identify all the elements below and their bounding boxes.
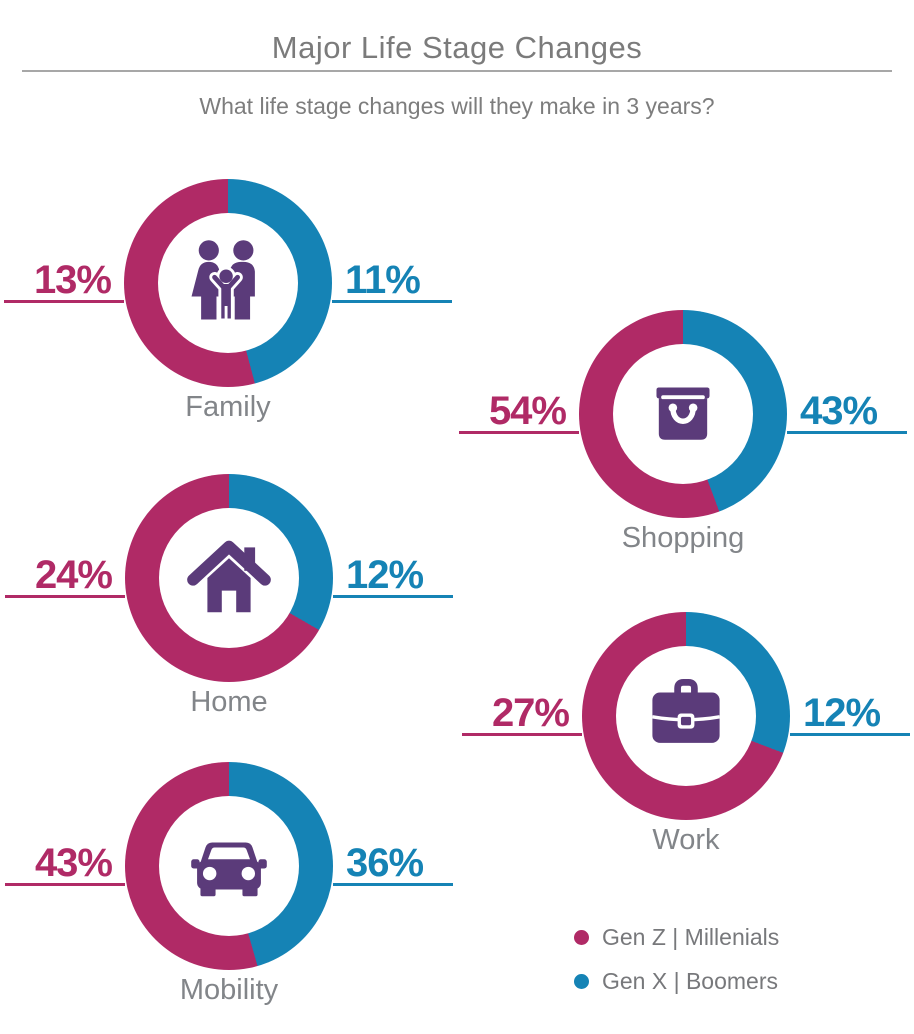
car-icon — [191, 842, 267, 897]
donut-chart-shopping — [579, 310, 787, 518]
category-label: Family — [185, 391, 271, 423]
donut-hole — [613, 344, 753, 484]
legend: Gen Z | Millenials Gen X | Boomers — [574, 924, 779, 1012]
legend-label: Gen Z | Millenials — [602, 924, 780, 950]
family-icon — [191, 240, 255, 322]
donut-group-mobility: 43% 36% Mobility — [5, 762, 453, 1014]
legend-item-gen-x: Gen X | Boomers — [574, 968, 779, 995]
title-divider — [22, 70, 892, 72]
genz-percent-label: 43% — [5, 840, 125, 886]
donut-hole — [159, 508, 299, 648]
genz-percent-label: 24% — [5, 552, 125, 598]
donut-group-home: 24% 12% Home — [5, 474, 453, 726]
genz-percent-label: 13% — [4, 257, 124, 303]
donut-chart-home — [125, 474, 333, 682]
gen-z-dot-icon — [574, 930, 589, 945]
page-subtitle: What life stage changes will they make i… — [199, 93, 715, 119]
donut-group-shopping: 54% 43% Shopping — [459, 310, 907, 562]
category-label: Shopping — [621, 522, 745, 554]
shopping-bag-icon — [656, 387, 710, 440]
genz-percent-label: 54% — [459, 388, 579, 434]
donut-hole — [616, 646, 756, 786]
house-icon — [187, 540, 271, 613]
donut-group-work: 27% 12% Work — [462, 612, 910, 864]
donut-chart-mobility — [125, 762, 333, 970]
genx-percent-label: 43% — [787, 388, 907, 434]
genz-percent-label: 27% — [462, 690, 582, 736]
donut-hole — [159, 796, 299, 936]
category-label: Mobility — [179, 974, 279, 1006]
gen-x-dot-icon — [574, 974, 589, 989]
briefcase-icon — [652, 679, 720, 743]
page-title: Major Life Stage Changes — [271, 30, 643, 65]
legend-item-gen-z: Gen Z | Millenials — [574, 924, 779, 951]
donut-group-family: 13% — [4, 179, 452, 431]
genx-percent-label: 12% — [790, 690, 910, 736]
legend-label: Gen X | Boomers — [602, 968, 778, 994]
donut-hole — [158, 213, 298, 353]
category-label: Work — [652, 824, 720, 856]
category-label: Home — [190, 686, 268, 718]
genx-percent-label: 11% — [332, 257, 452, 303]
donut-chart-family — [124, 179, 332, 387]
donut-chart-work — [582, 612, 790, 820]
genx-percent-label: 12% — [333, 552, 453, 598]
genx-percent-label: 36% — [333, 840, 453, 886]
